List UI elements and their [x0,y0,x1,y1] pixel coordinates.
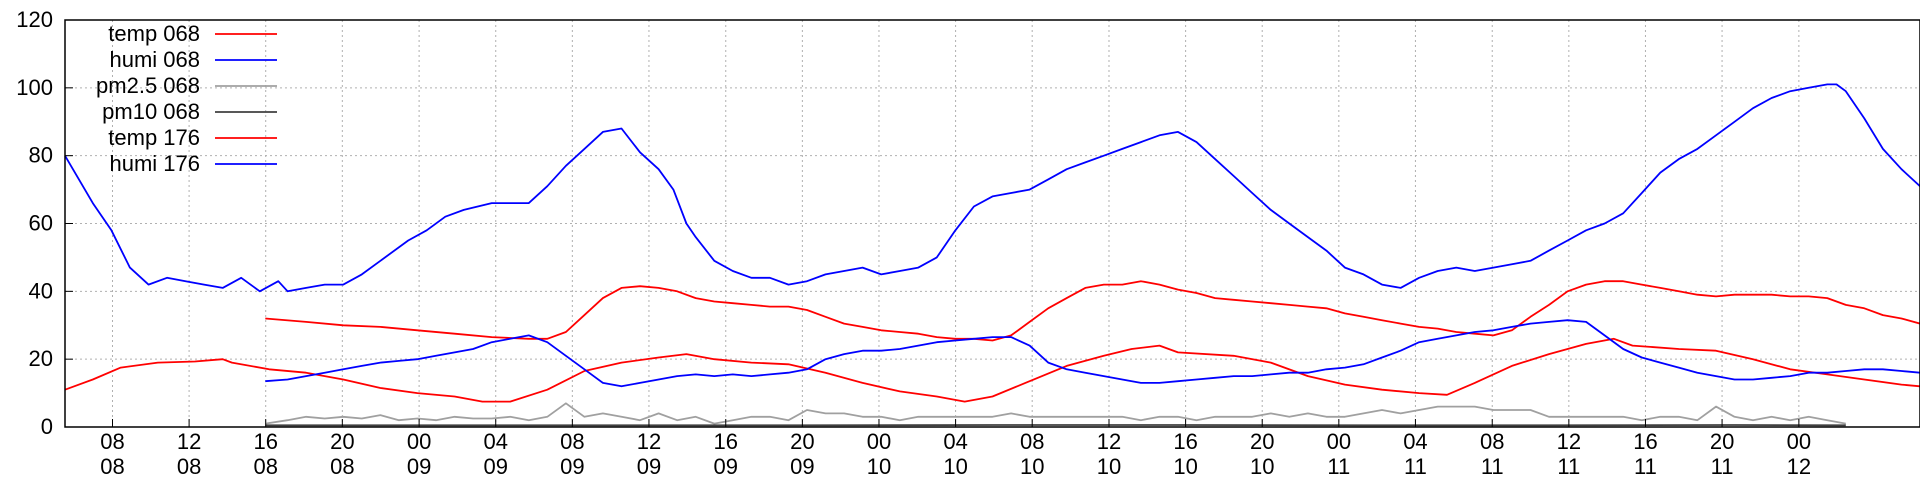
x-tick-day-label: 12 [1787,454,1811,479]
series-line-humi-068 [65,84,1920,291]
legend-label: humi 068 [109,47,200,72]
y-tick-label: 80 [29,143,53,168]
x-tick-day-label: 10 [1173,454,1197,479]
x-tick-day-label: 11 [1327,454,1350,479]
x-tick-hour-label: 08 [1480,429,1504,454]
x-tick-day-label: 11 [1634,454,1657,479]
grid [65,20,1920,427]
x-tick-hour-label: 04 [1403,429,1427,454]
legend-label: temp 068 [108,21,200,46]
legend-label: humi 176 [109,151,200,176]
x-tick-hour-label: 12 [637,429,661,454]
x-tick-hour-label: 08 [1020,429,1044,454]
series-line-temp-176 [265,281,1920,340]
x-tick-hour-label: 20 [1710,429,1734,454]
series-line-humi-176 [265,320,1920,386]
x-tick-day-label: 11 [1557,454,1580,479]
x-tick-hour-label: 00 [1787,429,1811,454]
x-tick-day-label: 09 [714,454,738,479]
y-tick-label: 100 [16,75,53,100]
x-tick-hour-label: 20 [790,429,814,454]
x-tick-day-label: 11 [1404,454,1427,479]
x-tick-day-label: 09 [560,454,584,479]
x-tick-day-label: 08 [177,454,201,479]
x-tick-day-label: 09 [637,454,661,479]
x-tick-day-label: 08 [100,454,124,479]
x-tick-day-label: 10 [1250,454,1274,479]
x-tick-hour-label: 16 [253,429,277,454]
x-tick-hour-label: 20 [330,429,354,454]
x-tick-hour-label: 16 [1173,429,1197,454]
x-tick-hour-label: 00 [407,429,431,454]
series-line-pm2-5-068 [265,403,1846,423]
x-tick-hour-label: 12 [177,429,201,454]
x-tick-day-label: 10 [867,454,891,479]
legend-label: pm10 068 [102,99,200,124]
y-tick-label: 60 [29,211,53,236]
x-tick-hour-label: 12 [1557,429,1581,454]
x-tick-hour-label: 08 [560,429,584,454]
x-tick-day-label: 09 [483,454,507,479]
y-tick-label: 40 [29,278,53,303]
x-tick-hour-label: 04 [483,429,507,454]
y-tick-label: 120 [16,7,53,32]
x-tick-hour-label: 04 [943,429,967,454]
x-tick-day-label: 09 [790,454,814,479]
x-tick-hour-label: 16 [1633,429,1657,454]
x-tick-hour-label: 08 [100,429,124,454]
x-tick-day-label: 10 [1020,454,1044,479]
x-tick-hour-label: 20 [1250,429,1274,454]
x-tick-hour-label: 00 [867,429,891,454]
y-tick-label: 0 [41,414,53,439]
x-tick-day-label: 10 [1097,454,1121,479]
legend-label: temp 176 [108,125,200,150]
x-tick-hour-label: 16 [714,429,738,454]
legend-label: pm2.5 068 [96,73,200,98]
x-tick-hour-label: 12 [1097,429,1121,454]
x-tick-hour-label: 00 [1327,429,1351,454]
x-tick-day-label: 09 [407,454,431,479]
x-tick-day-label: 08 [253,454,277,479]
x-tick-day-label: 08 [330,454,354,479]
x-tick-day-label: 11 [1481,454,1504,479]
series-lines [65,84,1920,425]
x-tick-day-label: 11 [1711,454,1734,479]
y-tick-label: 20 [29,346,53,371]
x-tick-day-label: 10 [943,454,967,479]
x-axis: 0808120816082008000904090809120916092009… [100,419,1811,479]
